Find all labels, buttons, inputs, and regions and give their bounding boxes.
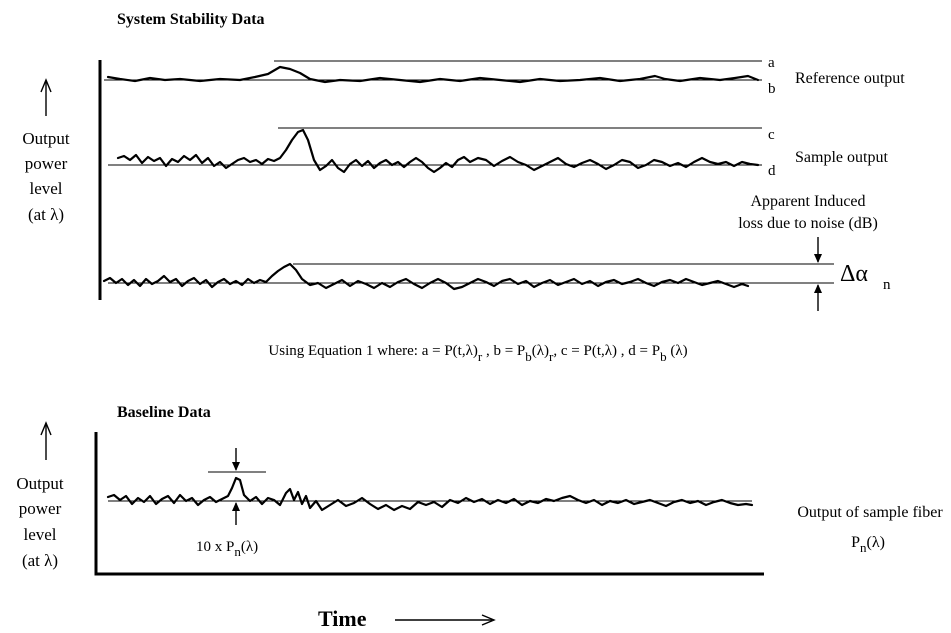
reference-output-trace [106,65,760,84]
delta-arrow-top [814,237,822,263]
top-ylabel-line-2: power [25,154,68,173]
top-y-label: Output power level (at λ) [22,129,70,224]
noise-arrow-top [232,448,240,471]
bottom-panel-title: Baseline Data [117,404,211,421]
bottom-ylabel-line-2: power [19,499,62,518]
top-ylabel-line-3: level [29,179,62,198]
bottom-y-arrow [40,421,52,460]
noise-arrow-bottom [232,502,240,525]
bottom-ylabel-line-1: Output [16,474,64,493]
time-arrow [395,614,496,626]
label-d: d [768,163,776,179]
top-panel-title: System Stability Data [117,11,265,28]
top-ylabel-line-1: Output [22,129,70,148]
label-c: c [768,127,775,143]
sample-output-label: Sample output [795,149,888,166]
induced-loss-line-2: loss due to noise (dB) [738,215,878,232]
bottom-axes [94,432,764,576]
output-fiber-label-line-2: Pn(λ) [851,534,885,555]
induced-loss-line-1: Apparent Induced [750,193,865,210]
noise-label: 10 x Pn(λ) [196,539,258,559]
label-b: b [768,81,776,97]
label-a: a [768,55,775,71]
time-label: Time [318,606,367,631]
equation-text: Using Equation 1 where: a = P(t,λ)r , b … [268,343,687,364]
reference-output-label: Reference output [795,70,905,87]
baseline-trace [106,476,754,512]
bottom-ylabel-line-3: level [23,525,56,544]
delta-alpha-symbol: Δα [840,261,868,287]
noise-difference-trace [102,262,750,291]
bottom-ylabel-line-4: (at λ) [22,551,58,570]
output-fiber-label-line-1: Output of sample fiber [797,504,943,521]
top-y-arrow [40,78,52,116]
bottom-y-label: Output power level (at λ) [16,474,64,570]
delta-alpha-subscript: n [883,277,891,293]
top-ylabel-line-4: (at λ) [28,205,64,224]
sample-output-trace [116,128,760,174]
delta-arrow-bottom [814,284,822,311]
